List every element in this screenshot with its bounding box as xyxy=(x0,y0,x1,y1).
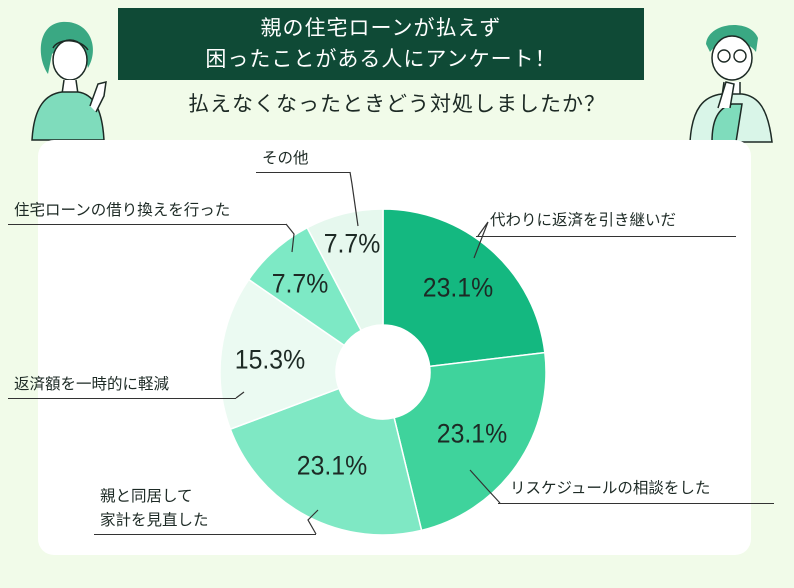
leader-line-5 xyxy=(285,223,295,253)
label-underline-5 xyxy=(8,224,286,225)
donut-slice-1 xyxy=(382,208,546,368)
label-underline-2 xyxy=(498,503,774,504)
slice-value-1: 23.1% xyxy=(422,272,494,303)
slice-label-5: 住宅ローンの借り換えを行った xyxy=(14,201,231,219)
leader-line-3 xyxy=(307,509,319,535)
slice-value-4: 15.3% xyxy=(234,344,306,375)
leader-line-4 xyxy=(235,391,245,399)
label-underline-1 xyxy=(476,236,736,237)
slice-value-3: 23.1% xyxy=(296,450,368,481)
label-underline-6 xyxy=(256,172,350,173)
leader-line-6 xyxy=(349,171,359,227)
slice-label-6: その他 xyxy=(262,149,309,167)
donut-slice-6 xyxy=(306,208,384,332)
donut-slice-4 xyxy=(219,278,346,431)
slice-label-3-line-2: 家計を見直した xyxy=(100,511,209,529)
donut-slice-2 xyxy=(393,351,547,532)
slice-label-4: 返済額を一時的に軽減 xyxy=(14,375,170,393)
label-underline-4 xyxy=(8,398,236,399)
title-line-2: 困ったことがある人にアンケート！ xyxy=(205,47,557,71)
leader-line-1 xyxy=(473,221,489,259)
leader-line-2 xyxy=(469,469,501,504)
slice-label-1: 代わりに返済を引き継いだ xyxy=(490,211,677,229)
man-illustration xyxy=(689,25,773,143)
slice-value-2: 23.1% xyxy=(436,418,508,449)
title-banner: 親の住宅ローンが払えず 困ったことがある人にアンケート！ xyxy=(118,8,644,80)
title-line-1: 親の住宅ローンが払えず xyxy=(260,16,502,40)
donut-slice-3 xyxy=(229,387,423,536)
slice-label-3-line-1: 親と同居して xyxy=(100,487,193,505)
slice-label-2: リスケジュールの相談をした xyxy=(510,479,711,497)
question-text: 払えなくなったときどう対処しましたか？ xyxy=(188,92,606,116)
woman-illustration xyxy=(31,21,107,141)
label-underline-3 xyxy=(94,534,316,535)
slice-value-6: 7.7% xyxy=(323,228,381,259)
slice-value-5: 7.7% xyxy=(271,268,329,299)
